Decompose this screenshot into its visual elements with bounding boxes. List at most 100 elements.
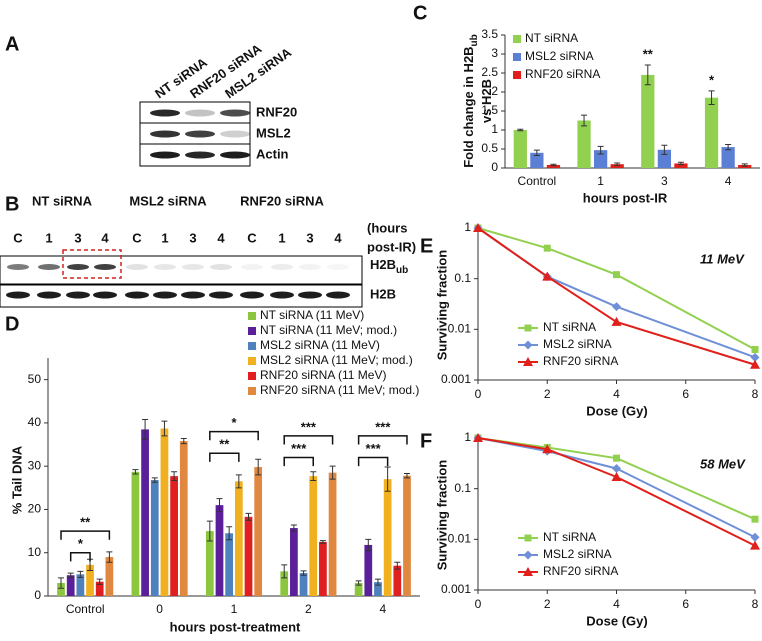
significance-bracket [357, 456, 389, 467]
error-bar [300, 570, 307, 576]
bar [328, 472, 337, 596]
marker [542, 271, 553, 281]
legend-swatch [513, 35, 521, 43]
x-tick-label: 6 [682, 597, 689, 611]
error-bar [374, 578, 381, 586]
significance-bracket [357, 435, 408, 445]
y-tick-label: 0 [491, 160, 498, 174]
error-bar [216, 498, 223, 513]
y-tick-label: 0.1 [454, 271, 471, 285]
marker [751, 345, 759, 353]
legend-label: NT siRNA (11 MeV; mod.) [260, 323, 397, 337]
legend-label: MSL2 siRNA (11 MeV; mod.) [260, 353, 413, 367]
marker [750, 352, 760, 362]
marker [542, 444, 553, 454]
bar [641, 74, 655, 168]
blot-band [209, 291, 233, 299]
legend-label: MSL2 siRNA [543, 547, 612, 561]
blot-b-frame [0, 255, 363, 285]
bar [374, 582, 382, 596]
significance-bracket [209, 430, 259, 441]
error-bar [96, 578, 103, 585]
error-bar [106, 551, 113, 563]
bar [309, 476, 318, 596]
blot-band [154, 264, 176, 270]
error-bar [67, 572, 74, 578]
error-bar [725, 143, 732, 151]
lane-label: 4 [217, 230, 225, 245]
error-bar [226, 526, 233, 541]
bar [95, 581, 104, 596]
group-label: NT siRNA [32, 193, 93, 208]
significance: ** [80, 515, 91, 530]
legend-swatch [248, 312, 256, 320]
blot-b-frame [0, 284, 363, 308]
panel-label: D [5, 313, 19, 335]
series-line [477, 437, 756, 547]
error-bar [708, 90, 715, 106]
marker [523, 340, 533, 350]
y-tick-label: 1 [464, 220, 471, 234]
bar [150, 480, 159, 596]
blot-band [93, 291, 117, 299]
marker [750, 359, 760, 369]
row-label: H2Bub [370, 257, 408, 275]
error-bar [171, 471, 178, 481]
x-tick-label: Control [66, 602, 105, 616]
x-tick-label: 4 [725, 174, 732, 188]
group-label: RNF20 siRNA [240, 193, 324, 208]
error-bar [384, 466, 391, 492]
marker [613, 271, 620, 279]
error-bar [290, 524, 297, 532]
y-tick-label: 0.001 [441, 372, 471, 386]
y-axis-label-part: Fold change in H2B [461, 46, 476, 167]
bar [364, 544, 373, 596]
y-tick-label: 3 [491, 46, 498, 60]
legend-label: RNF20 siRNA [525, 67, 600, 81]
lane-label: 3 [74, 230, 81, 245]
blot-band [298, 291, 322, 299]
row-label-sub: ub [396, 265, 408, 276]
marker [524, 534, 532, 542]
legend-label: MSL2 siRNA [543, 337, 612, 351]
significance: * [231, 415, 237, 430]
y-tick-label: 1.5 [481, 103, 498, 117]
marker [613, 454, 620, 462]
y-tick-label: 0.1 [454, 481, 471, 495]
significance: * [78, 536, 84, 551]
significance-bracket [283, 456, 314, 467]
legend-swatch [248, 327, 256, 335]
bar [244, 516, 253, 596]
legend-label: NT siRNA [543, 530, 596, 544]
y-tick-label: 50 [28, 372, 42, 386]
highlight-box [62, 249, 122, 279]
error-bar [365, 538, 372, 552]
y-tick-label: 2 [491, 84, 498, 98]
marker [523, 357, 533, 366]
blot-band [210, 264, 232, 270]
row-label: MSL2 [256, 125, 291, 140]
y-tick-label: 0.01 [448, 532, 472, 546]
bar [290, 528, 298, 596]
bar [131, 471, 140, 596]
error-bar [132, 469, 139, 475]
blot-band [153, 291, 177, 299]
marker [523, 550, 533, 560]
significance-bracket [209, 452, 240, 462]
blot-band [150, 151, 180, 159]
chart-annotation: 58 MeV [700, 456, 746, 471]
blot-band [270, 291, 294, 299]
series-line [477, 227, 756, 366]
x-tick-label: 4 [379, 602, 386, 616]
group-label: MSL2 siRNA [129, 193, 207, 208]
legend-swatch [248, 387, 256, 395]
error-bar [644, 64, 651, 86]
bar [299, 573, 308, 596]
bar [170, 476, 178, 596]
x-tick-label: 0 [156, 602, 163, 616]
panel-label: B [5, 193, 19, 215]
bar [674, 163, 688, 168]
bar [546, 164, 561, 168]
row-label: RNF20 [256, 104, 297, 119]
marker [612, 302, 621, 312]
